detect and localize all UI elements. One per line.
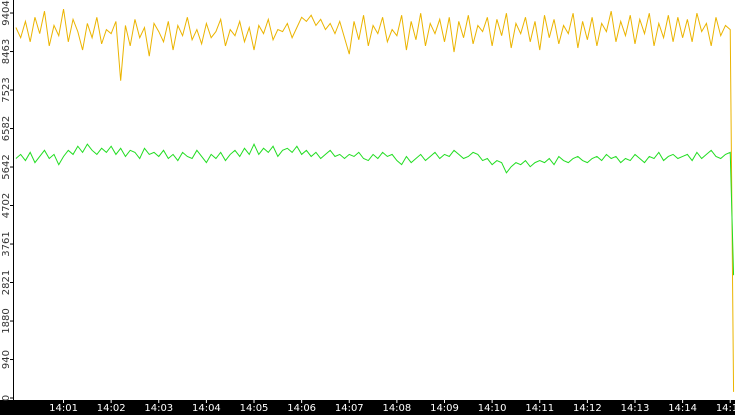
x-tick-label: 14:04: [192, 403, 221, 414]
x-tick-label: 14:07: [335, 403, 364, 414]
y-tick-label: 940: [1, 350, 12, 369]
y-tick-label: 9404: [1, 0, 12, 25]
y-tick-label: 2821: [1, 270, 12, 295]
x-tick-label: 14:08: [382, 403, 411, 414]
series-line: [15, 142, 735, 276]
y-tick-label: 1880: [1, 308, 12, 333]
y-tick-label: 8463: [1, 39, 12, 64]
x-tick-label: 14:14: [668, 403, 697, 414]
plot-area: [15, 9, 735, 392]
y-tick-label: 6582: [1, 116, 12, 141]
x-tick-label: 14:05: [240, 403, 269, 414]
x-tick-label: 14:01: [49, 403, 78, 414]
y-tick-label: 7523: [1, 77, 12, 102]
x-tick-label: 14:09: [430, 403, 459, 414]
x-tick-label: 14:02: [97, 403, 126, 414]
x-tick-label: 14:06: [287, 403, 316, 414]
x-tick-label: 14:10: [478, 403, 507, 414]
x-tick-label: 14:13: [621, 403, 650, 414]
x-tick-label: 14:12: [573, 403, 602, 414]
x-tick-label: 14:11: [525, 403, 554, 414]
x-axis-bar: [0, 400, 735, 415]
series-line: [15, 9, 735, 392]
y-tick-label: 5642: [1, 154, 12, 179]
x-tick-label: 14:15: [716, 403, 735, 414]
y-tick-label: 4702: [1, 193, 12, 218]
y-tick-label: 0: [1, 395, 12, 401]
x-tick-label: 14:03: [144, 403, 173, 414]
y-tick-label: 3761: [1, 231, 12, 256]
